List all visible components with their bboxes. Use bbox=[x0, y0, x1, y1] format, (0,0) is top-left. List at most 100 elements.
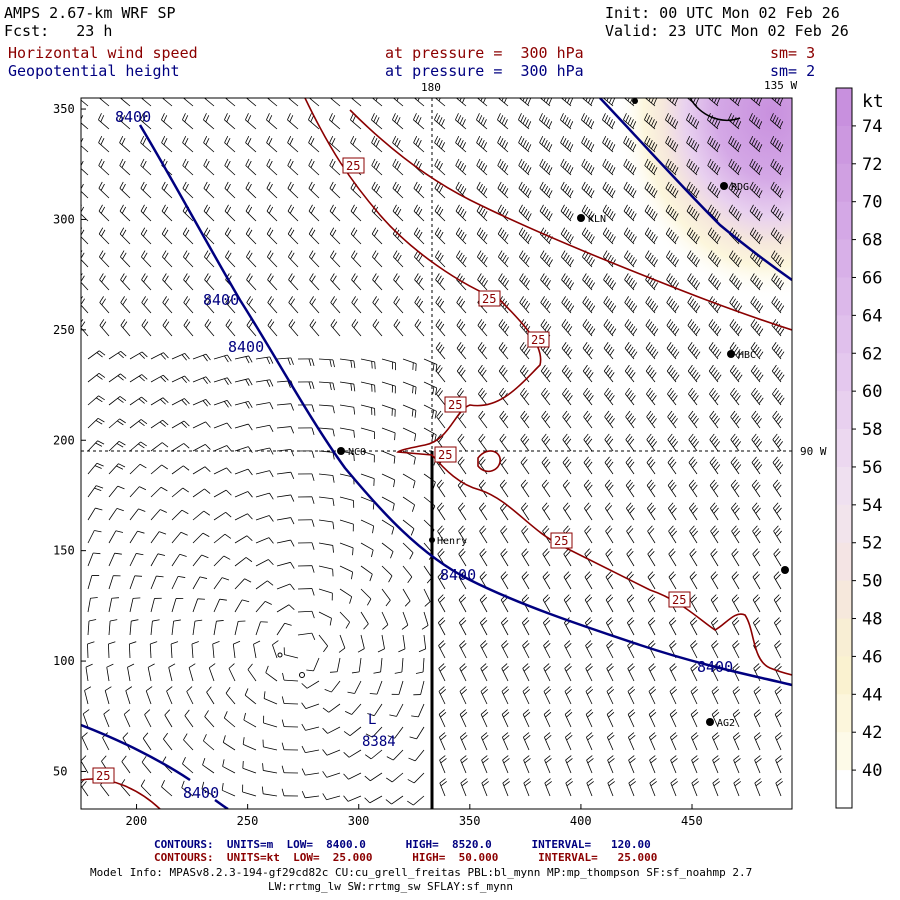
wind-barb bbox=[649, 778, 657, 797]
wind-barb bbox=[171, 375, 190, 384]
wind-barb bbox=[519, 273, 530, 291]
wind-barb bbox=[322, 703, 341, 713]
wind-barb bbox=[413, 227, 425, 245]
wind-barb bbox=[203, 113, 215, 130]
wind-barb bbox=[644, 181, 658, 199]
wind-barb bbox=[666, 296, 680, 314]
colorbar-tick-label: 60 bbox=[862, 382, 882, 402]
station-marker bbox=[277, 652, 283, 658]
wind-barb bbox=[343, 749, 362, 758]
wind-barb bbox=[99, 250, 110, 268]
wind-barb bbox=[582, 341, 594, 360]
wind-barb bbox=[373, 657, 383, 674]
wind-barb bbox=[728, 181, 742, 199]
wind-barb bbox=[171, 352, 190, 361]
wind-barb bbox=[129, 463, 147, 475]
wind-barb bbox=[171, 398, 190, 406]
wind-barb bbox=[561, 273, 575, 291]
wind-barb bbox=[521, 571, 530, 590]
wind-barb bbox=[771, 341, 785, 360]
wind-barb bbox=[563, 594, 572, 613]
wind-barb bbox=[276, 622, 292, 636]
wind-barb bbox=[711, 686, 719, 705]
wind-barb bbox=[81, 319, 89, 337]
wind-label: 25 bbox=[434, 446, 457, 463]
wind-barb bbox=[603, 364, 615, 383]
wind-barb bbox=[502, 778, 510, 797]
wind-barb bbox=[623, 181, 637, 199]
wind-barb bbox=[563, 502, 572, 521]
wind-label-text: 25 bbox=[448, 398, 462, 412]
wind-barb bbox=[456, 250, 467, 268]
wind-barb bbox=[624, 364, 636, 383]
wind-barb bbox=[224, 227, 236, 245]
wind-barb bbox=[255, 515, 274, 522]
y-tick-label: 350 bbox=[53, 102, 75, 116]
wind-barb bbox=[411, 703, 425, 718]
wind-barb bbox=[476, 135, 488, 153]
wind-barb bbox=[203, 181, 215, 199]
wind-barb bbox=[455, 204, 467, 222]
wind-barb bbox=[413, 181, 425, 199]
x-tick-label: 250 bbox=[237, 814, 259, 828]
wind-barb bbox=[108, 373, 127, 383]
station-label: KLN bbox=[588, 214, 606, 225]
wind-barb bbox=[623, 113, 637, 130]
wind-barb bbox=[497, 135, 509, 153]
wind-barb bbox=[164, 709, 173, 728]
wind-barb bbox=[560, 98, 574, 107]
wind-barb bbox=[523, 778, 531, 797]
wind-barb bbox=[391, 680, 404, 695]
wind-barb bbox=[773, 525, 782, 544]
wind-barb bbox=[712, 778, 720, 797]
wind-barb bbox=[281, 788, 299, 797]
wind-barb bbox=[434, 227, 446, 245]
wind-contour-25-loop bbox=[477, 450, 501, 473]
wind-barb bbox=[750, 296, 764, 314]
wind-barb bbox=[581, 204, 595, 222]
wind-barb bbox=[603, 250, 616, 268]
wind-barb bbox=[192, 510, 211, 521]
wind-barb bbox=[689, 594, 698, 613]
wind-barb bbox=[478, 387, 488, 406]
colorbar-swatch bbox=[836, 353, 852, 392]
wind-barb bbox=[192, 421, 211, 429]
wind-barb bbox=[266, 181, 278, 199]
wind-barb bbox=[381, 588, 391, 607]
wind-barb bbox=[606, 663, 614, 682]
wind-barb bbox=[261, 786, 278, 797]
wind-barb bbox=[339, 542, 354, 556]
wind-barb bbox=[308, 204, 320, 222]
wind-barb bbox=[520, 456, 530, 475]
wind-barb bbox=[686, 158, 700, 176]
wind-barb bbox=[255, 621, 268, 636]
wind-barb bbox=[287, 113, 299, 130]
wind-barb bbox=[773, 594, 782, 613]
wind-barb bbox=[87, 350, 106, 360]
colorbar-tick-label: 52 bbox=[862, 534, 882, 554]
wind-barb bbox=[669, 686, 677, 705]
wind-barb bbox=[81, 250, 89, 268]
wind-barb bbox=[584, 594, 593, 613]
wind-barb bbox=[213, 577, 230, 590]
low-center-symbol: L bbox=[368, 712, 376, 728]
wind-barb bbox=[624, 273, 638, 291]
wind-barb bbox=[364, 795, 383, 804]
wind-barb bbox=[276, 494, 295, 502]
wind-barb bbox=[372, 273, 383, 291]
wind-barb bbox=[129, 396, 148, 406]
wind-barb bbox=[498, 319, 510, 337]
wind-barb bbox=[753, 663, 761, 682]
wind-barb bbox=[225, 686, 236, 705]
wind-barb bbox=[381, 542, 394, 559]
wind-barb bbox=[731, 594, 740, 613]
wind-barb bbox=[438, 663, 446, 682]
wind-barb bbox=[477, 250, 488, 268]
wind-barb bbox=[234, 599, 250, 613]
wind-barb bbox=[581, 158, 595, 176]
model-info: Model Info: MPASv8.2.3-194-gf29cd82c CU:… bbox=[90, 866, 753, 879]
wind-barb bbox=[752, 525, 761, 544]
wind-barb bbox=[255, 402, 274, 410]
colorbar-tick-label: 66 bbox=[862, 268, 882, 288]
wind-barb bbox=[686, 227, 700, 245]
